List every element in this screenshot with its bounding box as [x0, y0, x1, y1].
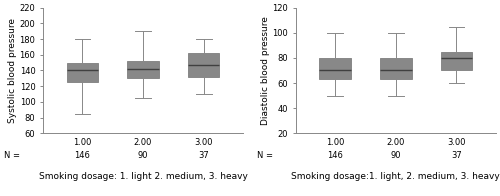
PathPatch shape — [66, 63, 98, 82]
Text: 90: 90 — [390, 151, 401, 160]
PathPatch shape — [440, 52, 472, 71]
PathPatch shape — [128, 61, 159, 78]
Text: N =: N = — [4, 151, 20, 160]
PathPatch shape — [380, 58, 412, 79]
Text: 146: 146 — [328, 151, 343, 160]
X-axis label: Smoking dosage: 1. light 2. medium, 3. heavy: Smoking dosage: 1. light 2. medium, 3. h… — [38, 172, 248, 181]
Y-axis label: Diastolic blood pressure: Diastolic blood pressure — [260, 16, 270, 125]
PathPatch shape — [188, 53, 220, 77]
Text: 37: 37 — [451, 151, 462, 160]
Text: N =: N = — [257, 151, 273, 160]
PathPatch shape — [320, 58, 351, 79]
Text: 146: 146 — [74, 151, 90, 160]
X-axis label: Smoking dosage:1. light, 2. medium, 3. heavy: Smoking dosage:1. light, 2. medium, 3. h… — [292, 172, 500, 181]
Text: 90: 90 — [138, 151, 148, 160]
Text: 37: 37 — [198, 151, 209, 160]
Y-axis label: Systolic blood pressure: Systolic blood pressure — [8, 18, 17, 123]
